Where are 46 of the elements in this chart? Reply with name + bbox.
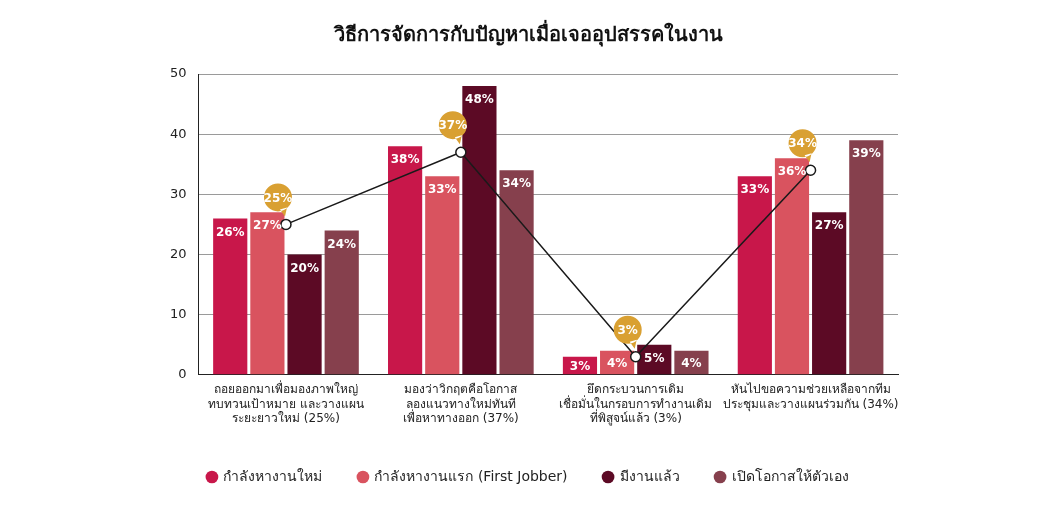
data-label: 38% bbox=[390, 152, 420, 167]
x-tick-label: ถอยออกมาเพื่อมองภาพใหญ่ ทบทวนเป้าหมาย และวางแผน ระยะยาวใหม่ (25%) bbox=[208, 380, 364, 425]
bar bbox=[737, 176, 772, 375]
chart-title: วิธีการจัดการกับปัญหาเมื่อเจออุปสรรคในงาน bbox=[332, 19, 723, 48]
y-tick-label: 40 bbox=[170, 125, 187, 141]
data-label: 27% bbox=[814, 218, 844, 233]
data-label: 34% bbox=[502, 176, 531, 191]
data-label: 5% bbox=[644, 350, 665, 365]
x-tick-label: มองว่าวิกฤตคือโอกาส ลองแนวทางใหม่ทันที เพื่อหาทางออก (37%) bbox=[402, 382, 519, 425]
bar bbox=[388, 146, 423, 375]
bar bbox=[849, 140, 884, 375]
y-tick-label: 50 bbox=[170, 65, 187, 81]
data-label: 4% bbox=[606, 355, 628, 370]
data-label: 25% bbox=[263, 190, 293, 205]
x-tick-label: ยึดกระบวนการเดิม เชื่อมั่นในกรอบการทำงานเดิม ที่พิสูจน์แล้ว (3%) bbox=[559, 382, 713, 426]
data-label: 33% bbox=[740, 182, 770, 197]
data-label: 39% bbox=[851, 146, 881, 161]
data-label: 36% bbox=[777, 164, 807, 179]
x-tick-label: หันไปขอความช่วยเหลือจากทีม ประชุมและวางแผนร่วมกัน (34%) bbox=[722, 382, 899, 412]
point bbox=[455, 146, 467, 158]
legend-label: กำลังหางานแรก (First Jobber) bbox=[374, 467, 568, 484]
data-label: 33% bbox=[427, 182, 457, 197]
legend-label: กำลังหางานใหม่ bbox=[223, 467, 323, 484]
y-tick-label: 10 bbox=[170, 306, 187, 322]
data-label: 3% bbox=[569, 358, 591, 373]
data-label: 3% bbox=[617, 322, 638, 337]
data-label: 48% bbox=[465, 92, 494, 107]
bar bbox=[287, 254, 322, 375]
bar bbox=[499, 170, 534, 375]
bar bbox=[213, 218, 248, 375]
data-label: 4% bbox=[681, 355, 702, 370]
data-label: 26% bbox=[215, 224, 245, 239]
bar bbox=[324, 230, 359, 375]
bar bbox=[812, 212, 847, 375]
data-label: 27% bbox=[253, 218, 282, 233]
data-label: 37% bbox=[438, 118, 468, 133]
data-label: 24% bbox=[327, 236, 357, 251]
legend-label: มีงานแล้ว bbox=[619, 467, 680, 484]
data-label: 20% bbox=[290, 260, 319, 275]
bar bbox=[425, 176, 460, 375]
y-tick-label: 0 bbox=[178, 366, 187, 382]
legend-label: เปิดโอกาสให้ตัวเอง bbox=[731, 467, 849, 484]
y-tick-label: 20 bbox=[170, 245, 187, 261]
y-tick-label: 30 bbox=[170, 185, 187, 201]
point bbox=[629, 351, 642, 363]
data-label: 34% bbox=[788, 136, 817, 151]
